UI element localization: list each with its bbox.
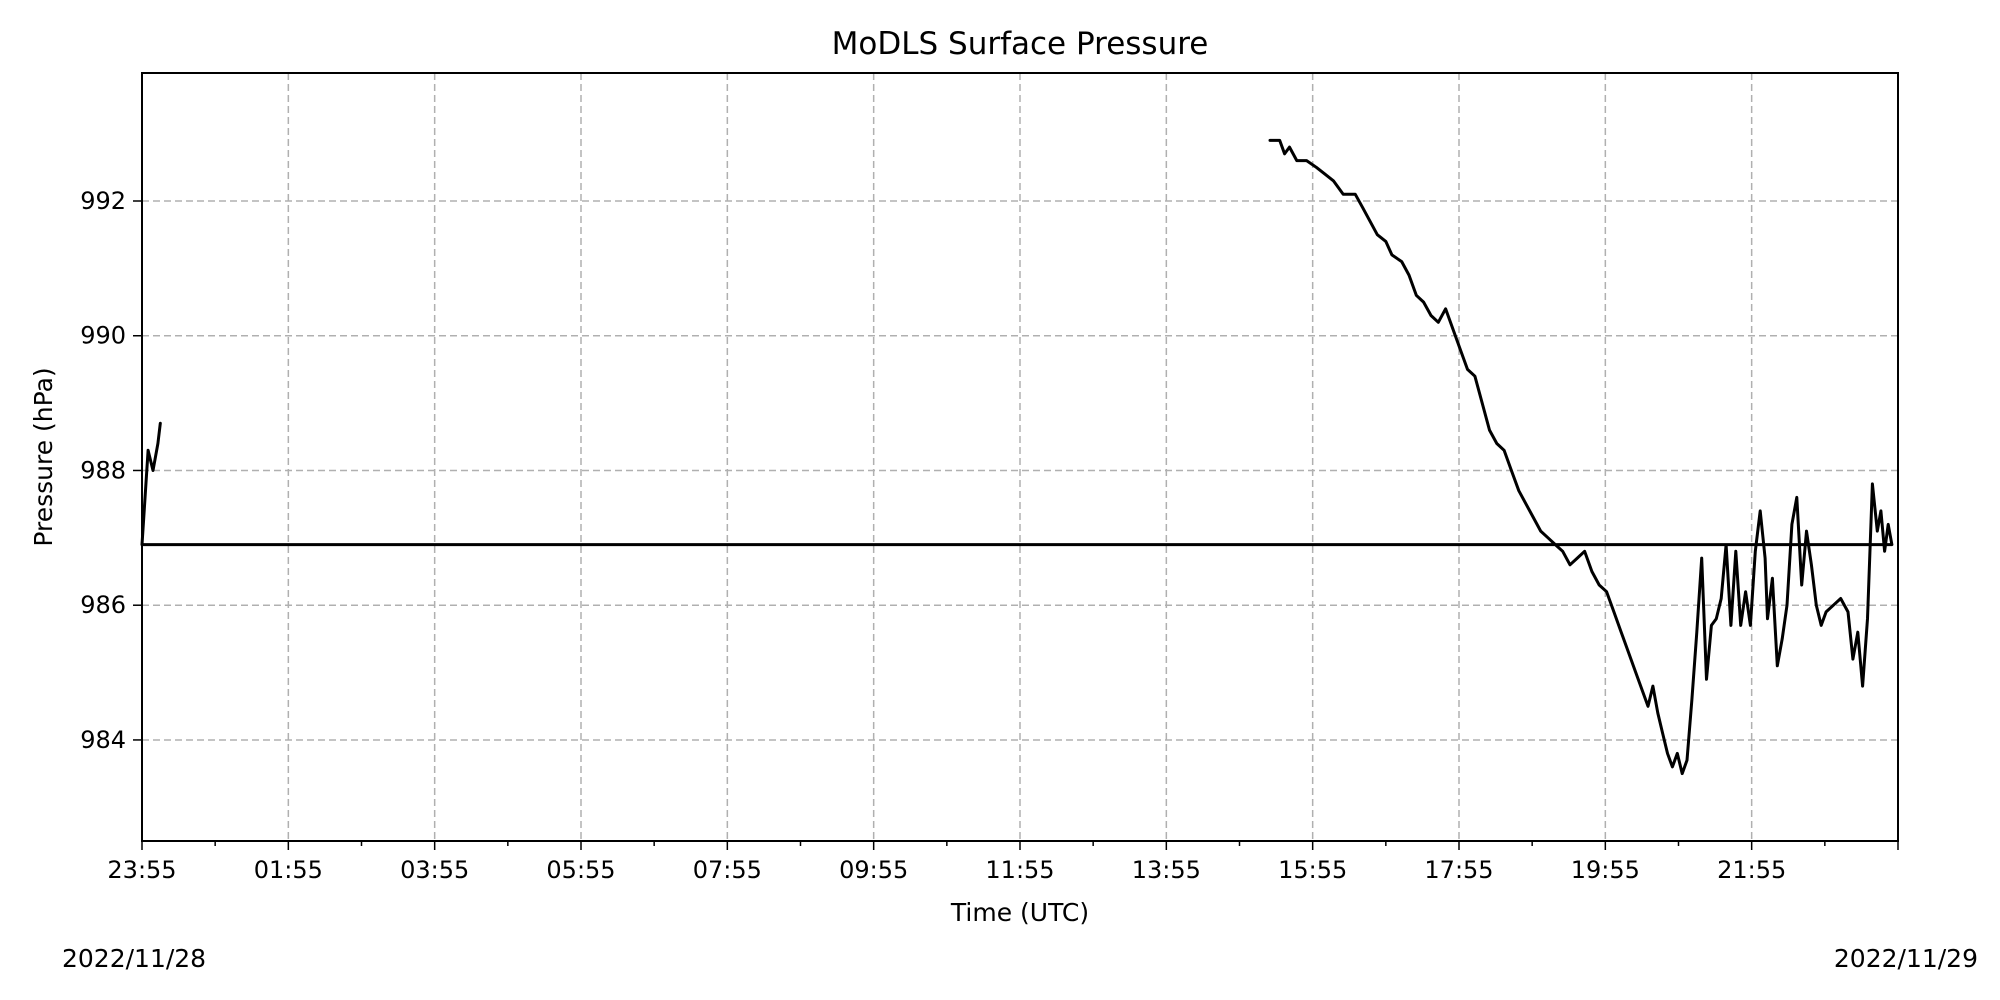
- y-axis: 984 986 988 990 992: [80, 187, 142, 754]
- x-tick-label: 21:55: [1717, 856, 1786, 884]
- end-date-label: 2022/11/29: [1834, 944, 1978, 973]
- x-tick-label: 03:55: [400, 856, 469, 884]
- chart-title: MoDLS Surface Pressure: [832, 26, 1209, 62]
- plot-area: [140, 138, 1894, 776]
- x-tick-label: 13:55: [1132, 856, 1201, 884]
- y-tick-label: 986: [80, 591, 126, 619]
- x-axis-label: Time (UTC): [950, 898, 1089, 927]
- x-tick-label: 01:55: [254, 856, 323, 884]
- x-tick-label: 09:55: [839, 856, 908, 884]
- pressure-series-line: [140, 138, 1894, 776]
- y-tick-label: 984: [80, 726, 126, 754]
- y-axis-label: Pressure (hPa): [29, 367, 58, 546]
- grid-lines: [142, 73, 1898, 841]
- x-tick-label: 23:55: [107, 856, 176, 884]
- x-axis: 23:55 01:55 03:55 05:55 07:55 09:55 11:55 13:55…: [107, 841, 1899, 884]
- x-tick-label: 17:55: [1424, 856, 1493, 884]
- start-date-label: 2022/11/28: [62, 944, 206, 973]
- x-tick-label: 07:55: [693, 856, 762, 884]
- x-tick-label: 05:55: [546, 856, 615, 884]
- x-tick-label: 19:55: [1571, 856, 1640, 884]
- x-tick-label: 11:55: [985, 856, 1054, 884]
- x-tick-label: 15:55: [1278, 856, 1347, 884]
- y-tick-label: 990: [80, 322, 126, 350]
- y-tick-label: 992: [80, 187, 126, 215]
- y-tick-label: 988: [80, 456, 126, 484]
